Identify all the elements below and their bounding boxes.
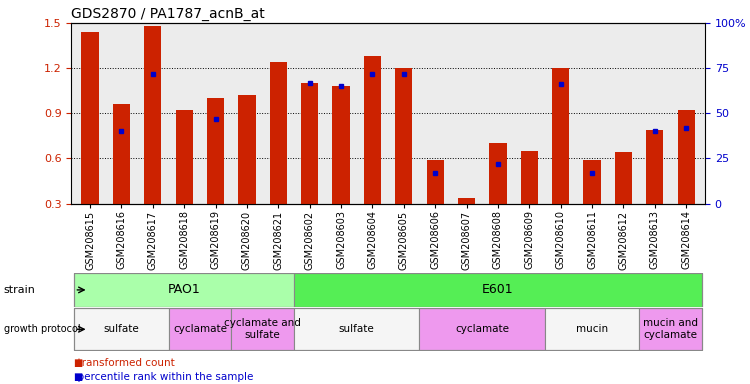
Bar (646, 130, 664, 204)
Bar (552, 68, 569, 204)
Bar (520, 151, 538, 204)
Text: GDS2870 / PA1787_acnB_at: GDS2870 / PA1787_acnB_at (71, 7, 265, 21)
Bar (82, 32, 99, 204)
Bar (144, 26, 161, 204)
Text: cyclamate: cyclamate (173, 324, 227, 334)
Bar (677, 110, 694, 204)
Bar (489, 143, 506, 204)
Text: ■: ■ (73, 372, 82, 382)
Text: sulfate: sulfate (104, 324, 140, 334)
Bar (301, 83, 318, 204)
Bar (364, 56, 381, 204)
Bar (615, 152, 632, 204)
Bar (169, 308, 231, 351)
Text: cyclamate and
sulfate: cyclamate and sulfate (224, 318, 301, 340)
Text: strain: strain (4, 285, 36, 295)
Bar (332, 86, 350, 204)
Bar (427, 160, 444, 204)
Text: E601: E601 (482, 283, 514, 296)
Bar (584, 160, 601, 204)
Bar (270, 62, 287, 204)
Text: growth protocol: growth protocol (4, 324, 80, 334)
Bar (294, 273, 702, 306)
Text: mucin and
cyclamate: mucin and cyclamate (643, 318, 698, 340)
Bar (207, 98, 224, 204)
Bar (74, 273, 294, 306)
Bar (176, 110, 193, 204)
Bar (112, 104, 130, 204)
Bar (458, 197, 476, 204)
Text: sulfate: sulfate (339, 324, 375, 334)
Bar (294, 308, 419, 351)
Bar (545, 308, 639, 351)
Text: cyclamate: cyclamate (455, 324, 509, 334)
Bar (419, 308, 545, 351)
Text: transformed count: transformed count (71, 358, 175, 368)
Text: mucin: mucin (576, 324, 608, 334)
Text: percentile rank within the sample: percentile rank within the sample (71, 372, 254, 382)
Bar (639, 308, 702, 351)
Bar (231, 308, 294, 351)
Text: PAO1: PAO1 (168, 283, 200, 296)
Bar (238, 95, 256, 204)
Text: ■: ■ (73, 358, 82, 368)
Bar (74, 308, 169, 351)
Bar (395, 68, 412, 204)
